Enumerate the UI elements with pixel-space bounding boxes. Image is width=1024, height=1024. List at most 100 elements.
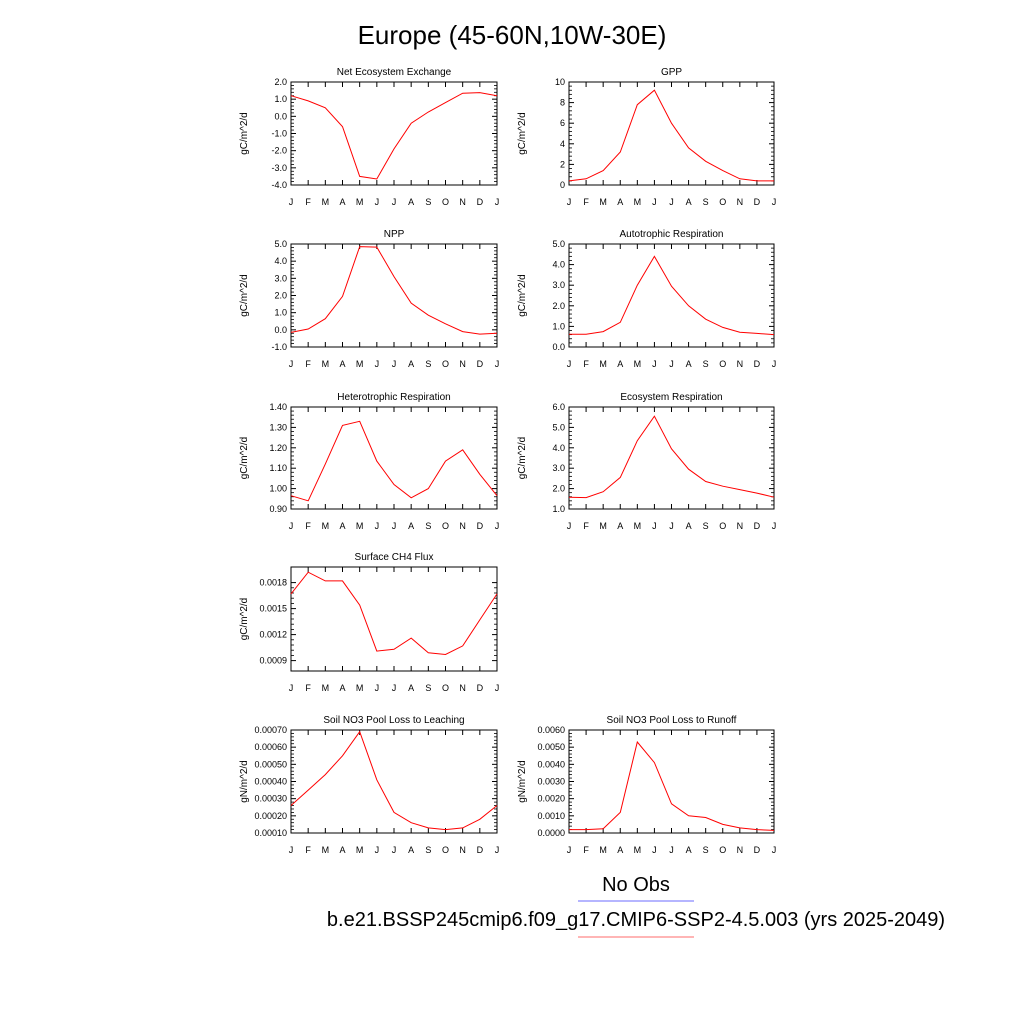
plot-frame	[290, 243, 498, 348]
x-tick-label: S	[703, 521, 709, 531]
x-tick-label: J	[772, 359, 777, 369]
x-tick-label: N	[459, 359, 466, 369]
y-axis-label: gC/m^2/d	[517, 112, 528, 155]
y-tick-label: 0.0018	[259, 578, 287, 588]
x-tick-label: J	[392, 845, 397, 855]
x-tick-label: A	[339, 845, 345, 855]
x-tick-label: J	[289, 845, 294, 855]
x-tick-label: J	[289, 359, 294, 369]
x-tick-label: J	[495, 197, 500, 207]
x-tick-label: A	[617, 521, 623, 531]
plot-frame	[568, 243, 775, 348]
x-tick-label: O	[442, 521, 449, 531]
x-tick-label: D	[754, 197, 761, 207]
y-tick-label: 3.0	[274, 273, 287, 283]
x-tick-label: A	[686, 197, 692, 207]
x-tick-label: J	[495, 845, 500, 855]
y-tick-label: 4.0	[552, 443, 565, 453]
y-tick-label: 0.0	[552, 342, 565, 352]
series-line-gpp	[568, 89, 774, 182]
y-tick-label: 0.0015	[259, 604, 287, 614]
x-tick-label: N	[737, 845, 744, 855]
panel-title: Soil NO3 Pool Loss to Runoff	[607, 715, 737, 726]
x-tick-label: N	[737, 359, 744, 369]
plot-frame	[568, 729, 775, 834]
x-tick-label: F	[583, 521, 589, 531]
y-axis-label: gC/m^2/d	[239, 274, 250, 317]
y-tick-label: 5.0	[274, 239, 287, 249]
series-line-soil-no3-pool-loss-to-runoff	[569, 740, 775, 831]
x-tick-label: F	[305, 197, 311, 207]
y-tick-label: 5.0	[552, 239, 565, 249]
x-tick-label: F	[305, 521, 311, 531]
x-tick-label: J	[289, 683, 294, 693]
x-tick-label: J	[567, 521, 572, 531]
x-tick-label: J	[652, 197, 657, 207]
y-tick-label: 0.00030	[254, 794, 287, 804]
y-tick-label: -2.0	[271, 146, 287, 156]
x-tick-label: D	[477, 359, 484, 369]
x-tick-label: J	[392, 359, 397, 369]
x-tick-label: J	[567, 197, 572, 207]
x-tick-label: D	[477, 845, 484, 855]
y-tick-label: 0.0050	[537, 742, 565, 752]
x-tick-label: M	[634, 845, 642, 855]
legend-label-no-obs: No Obs	[602, 874, 670, 896]
y-tick-label: 1.0	[552, 321, 565, 331]
y-tick-label: 0.00040	[254, 777, 287, 787]
y-tick-label: 0.0	[274, 325, 287, 335]
y-axis-label: gN/m^2/d	[239, 760, 250, 803]
series-line-soil-no3-pool-loss-to-leaching	[290, 730, 498, 831]
y-tick-label: 0.0012	[259, 630, 287, 640]
y-tick-label: 0.00010	[254, 828, 287, 838]
x-tick-label: A	[339, 521, 345, 531]
x-tick-label: O	[719, 197, 726, 207]
y-tick-label: -4.0	[271, 180, 287, 190]
x-tick-label: N	[737, 521, 744, 531]
x-tick-label: J	[652, 359, 657, 369]
x-tick-label: D	[477, 683, 484, 693]
y-tick-label: 2.0	[274, 291, 287, 301]
x-tick-label: F	[305, 845, 311, 855]
x-tick-label: M	[599, 197, 607, 207]
x-tick-label: J	[567, 845, 572, 855]
y-axis-label: gC/m^2/d	[239, 112, 250, 155]
x-tick-label: J	[772, 197, 777, 207]
x-tick-label: J	[669, 197, 674, 207]
panel-title: Net Ecosystem Exchange	[337, 67, 452, 78]
x-tick-label: A	[686, 359, 692, 369]
x-tick-label: A	[408, 845, 414, 855]
x-tick-label: M	[322, 845, 330, 855]
y-tick-label: 0.0009	[259, 656, 287, 666]
y-tick-label: 0.0030	[537, 777, 565, 787]
panel-title: NPP	[384, 229, 405, 240]
x-tick-label: A	[686, 521, 692, 531]
panel-title: Surface CH4 Flux	[355, 552, 434, 563]
x-tick-label: J	[669, 845, 674, 855]
x-tick-label: J	[495, 683, 500, 693]
x-tick-label: J	[289, 521, 294, 531]
x-tick-label: F	[583, 845, 589, 855]
panel-title: Heterotrophic Respiration	[337, 392, 450, 403]
plot-frame	[568, 81, 775, 186]
legend: No Obs b.e21.BSSP245cmip6.f09_g17.CMIP6-…	[327, 874, 945, 938]
x-tick-label: J	[375, 197, 380, 207]
x-tick-label: J	[652, 845, 657, 855]
x-tick-label: M	[356, 683, 364, 693]
y-tick-label: 3.0	[552, 280, 565, 290]
x-tick-label: O	[719, 359, 726, 369]
x-tick-label: S	[425, 521, 431, 531]
x-tick-label: S	[425, 197, 431, 207]
x-tick-label: A	[408, 521, 414, 531]
y-tick-label: 2.0	[552, 484, 565, 494]
x-tick-label: A	[617, 197, 623, 207]
y-tick-label: 4	[560, 139, 565, 149]
x-tick-label: M	[322, 359, 330, 369]
